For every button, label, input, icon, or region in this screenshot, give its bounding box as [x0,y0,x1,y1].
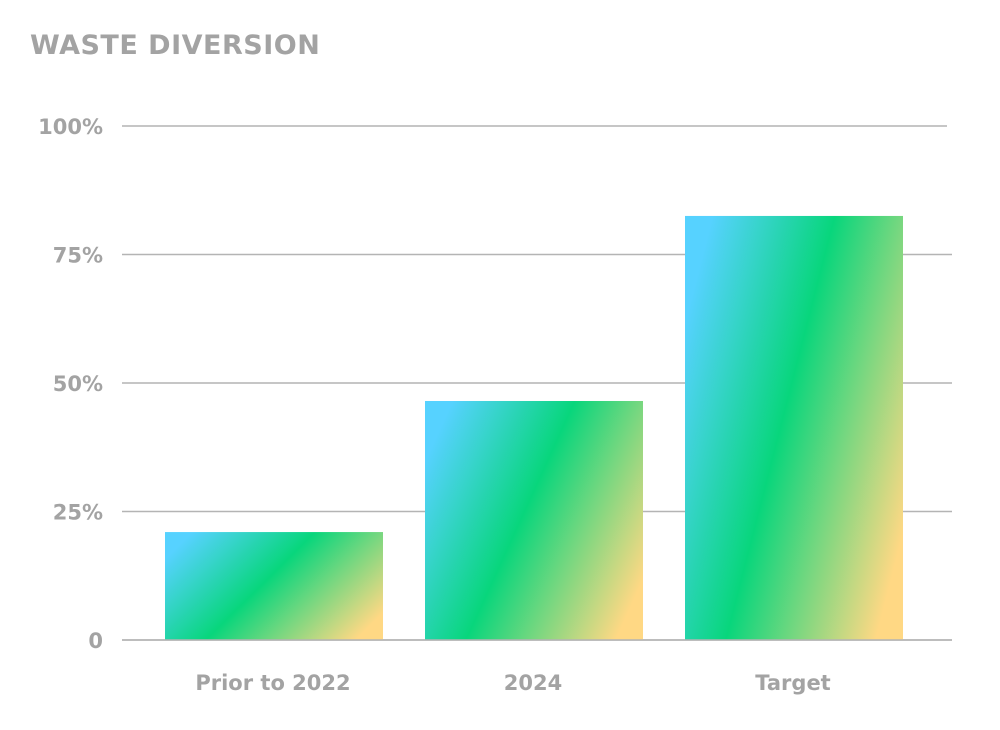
bars [122,215,952,641]
x-category-label: Target [755,671,830,695]
y-tick-label: 50% [53,372,103,396]
y-tick-label: 25% [53,501,103,525]
chart-title: WASTE DIVERSION [30,30,321,61]
bar-2024 [425,400,643,640]
x-category-label: 2024 [504,671,562,695]
bar-target [685,215,903,640]
bar-prior-to-2022 [165,532,383,640]
y-tick-label: 0 [88,629,103,653]
y-tick-label: 100% [38,115,103,139]
y-tick-label: 75% [53,244,103,268]
x-category-label: Prior to 2022 [195,671,350,695]
x-axis-categories: Prior to 2022 2024 Target [195,671,830,695]
y-axis-ticks: 0 25% 50% 75% 100% [38,115,103,653]
